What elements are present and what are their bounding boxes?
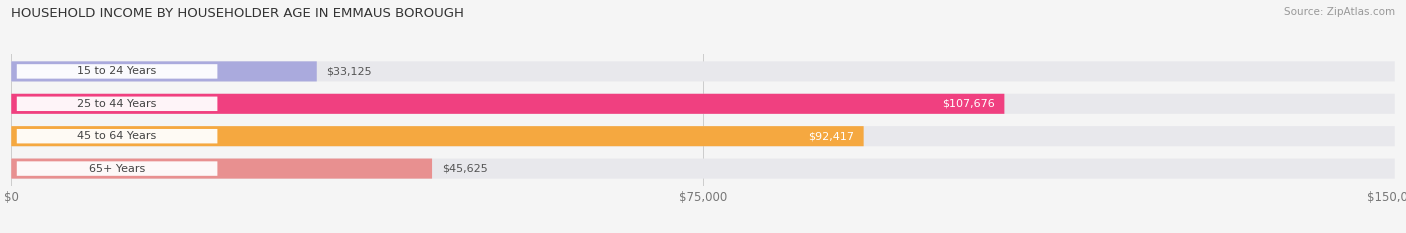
Text: 15 to 24 Years: 15 to 24 Years [77,66,156,76]
FancyBboxPatch shape [11,94,1395,114]
FancyBboxPatch shape [11,94,1004,114]
Text: 65+ Years: 65+ Years [89,164,145,174]
FancyBboxPatch shape [11,126,1395,146]
Text: $92,417: $92,417 [808,131,853,141]
Text: Source: ZipAtlas.com: Source: ZipAtlas.com [1284,7,1395,17]
FancyBboxPatch shape [11,61,316,82]
Text: $33,125: $33,125 [326,66,373,76]
FancyBboxPatch shape [11,61,1395,82]
Text: $107,676: $107,676 [942,99,994,109]
Text: 25 to 44 Years: 25 to 44 Years [77,99,157,109]
FancyBboxPatch shape [17,96,218,111]
Text: HOUSEHOLD INCOME BY HOUSEHOLDER AGE IN EMMAUS BOROUGH: HOUSEHOLD INCOME BY HOUSEHOLDER AGE IN E… [11,7,464,20]
FancyBboxPatch shape [17,129,218,144]
FancyBboxPatch shape [17,161,218,176]
FancyBboxPatch shape [17,64,218,79]
Text: $45,625: $45,625 [441,164,488,174]
FancyBboxPatch shape [11,158,432,179]
FancyBboxPatch shape [11,126,863,146]
FancyBboxPatch shape [11,158,1395,179]
Text: 45 to 64 Years: 45 to 64 Years [77,131,156,141]
